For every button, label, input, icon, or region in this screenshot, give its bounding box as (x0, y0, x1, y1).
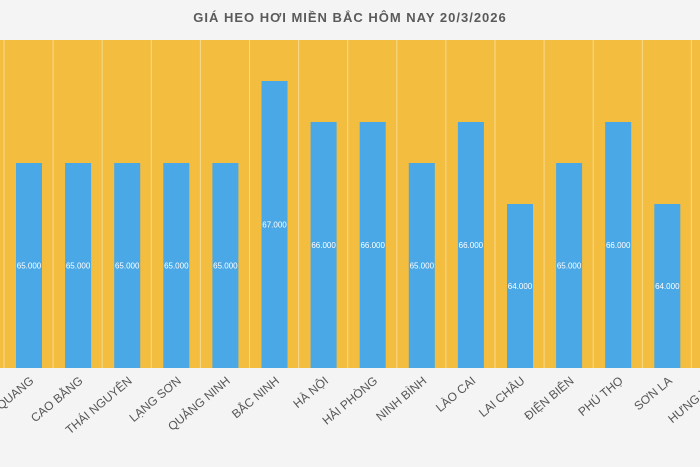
bar-value-label: 65.000 (557, 262, 582, 271)
bar (163, 163, 190, 368)
bar-value-label: 64.000 (508, 282, 533, 291)
category-label: QUANG (0, 374, 36, 413)
bar-value-label: 65.000 (66, 262, 91, 271)
chart-title: GIÁ HEO HƠI MIỀN BẮC HÔM NAY 20/3/2026 (193, 10, 507, 25)
category-label: BẮC NINH (228, 373, 282, 421)
bar-value-label: 67.000 (262, 221, 287, 230)
bar-value-label: 65.000 (115, 262, 140, 271)
bar-value-label: 65.000 (164, 262, 189, 271)
category-label: SƠN LA (631, 374, 674, 414)
bars-group: 65.000 65.000 65.000 65.000 65.000 67.000 66.0… (16, 81, 681, 368)
bar (605, 122, 632, 368)
bar (654, 204, 681, 368)
bar-value-label: 64.000 (655, 282, 680, 291)
bar-value-label: 65.000 (410, 262, 435, 271)
category-label: LAI CHÂU (475, 373, 527, 420)
bar-value-label: 66.000 (459, 241, 484, 250)
category-label: ĐIỆN BIÊN (521, 373, 577, 423)
bar-value-label: 65.000 (213, 262, 238, 271)
bar (408, 163, 435, 368)
category-label: PHÚ THỌ (575, 373, 626, 419)
bar (359, 122, 386, 368)
plot-area (0, 40, 700, 368)
bar-value-label: 66.000 (360, 241, 385, 250)
bar (457, 122, 484, 368)
plot-background (0, 40, 700, 368)
bar (310, 122, 337, 368)
bar-value-label: 65.000 (17, 262, 42, 271)
bar (556, 163, 583, 368)
bar (507, 204, 533, 368)
bar-value-label: 66.000 (311, 241, 336, 250)
bar-value-label: 66.000 (606, 241, 631, 250)
category-label: HÀ NỘI (290, 373, 331, 411)
category-label: NINH BÌNH (373, 373, 430, 424)
category-label: LÀO CAI (432, 373, 478, 415)
bar (212, 163, 239, 368)
bar (65, 163, 92, 368)
bar (261, 81, 288, 368)
bar (114, 163, 141, 368)
bar (16, 163, 42, 368)
